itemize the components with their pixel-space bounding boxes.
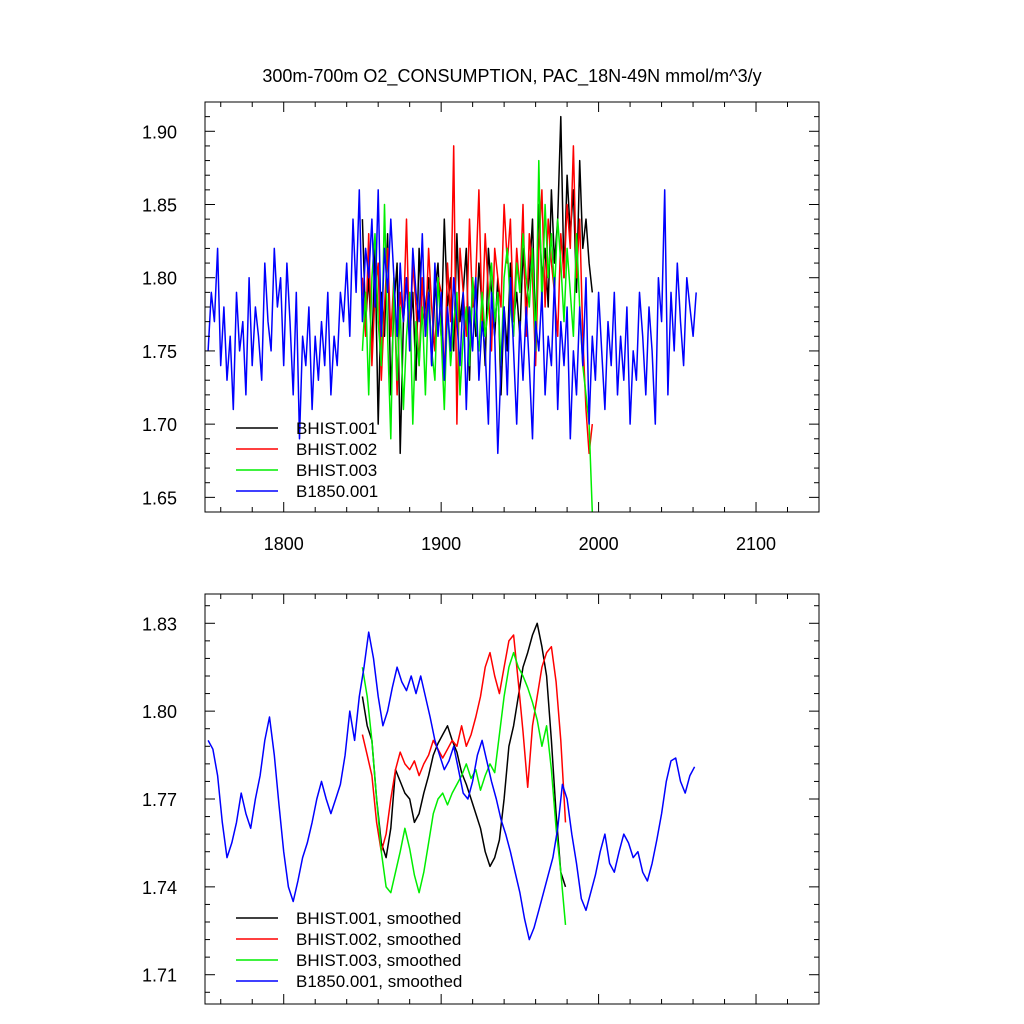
figure-title: 300m-700m O2_CONSUMPTION, PAC_18N-49N mm… [262, 66, 761, 87]
legend-label: BHIST.003, smoothed [296, 951, 461, 970]
legend-label: BHIST.001, smoothed [296, 909, 461, 928]
y-tick-label: 1.80 [142, 702, 177, 722]
y-tick-label: 1.74 [142, 878, 177, 898]
top-legend: BHIST.001 BHIST.002 BHIST.003 B1850.001 [236, 419, 378, 501]
series-line-bhist-001 [361, 115, 594, 455]
legend-label: B1850.001 [296, 482, 378, 501]
x-tick-label: 2100 [736, 534, 776, 554]
legend-label: B1850.001, smoothed [296, 972, 462, 991]
y-tick-label: 1.77 [142, 790, 177, 810]
y-tick-label: 1.85 [142, 196, 177, 216]
series-line-bhist-001-smoothed [361, 622, 567, 888]
top-ticks-layer: 1800 1900 2000 2100 1.65 1.70 1.75 1.80 1.85 1.90 [142, 101, 820, 554]
y-tick-label: 1.80 [142, 269, 177, 289]
x-tick-label: 2000 [579, 534, 619, 554]
legend-label: BHIST.002, smoothed [296, 930, 461, 949]
series-line-bhist-002-smoothed [361, 634, 567, 853]
y-tick-label: 1.71 [142, 966, 177, 986]
y-tick-label: 1.90 [142, 122, 177, 142]
y-tick-label: 1.83 [142, 614, 177, 634]
bottom-panel: 1.71 1.74 1.77 1.80 1.83 BHIST.001, smoothed… [142, 593, 820, 1005]
y-tick-label: 1.75 [142, 342, 177, 362]
y-tick-label: 1.70 [142, 415, 177, 435]
series-line-b1850-001-smoothed [207, 631, 696, 941]
legend-label: BHIST.003 [296, 461, 377, 480]
legend-label: BHIST.002 [296, 440, 377, 459]
series-line-bhist-003-smoothed [361, 651, 567, 925]
bottom-series-layer [207, 622, 696, 941]
top-panel: 1800 1900 2000 2100 1.65 1.70 1.75 1.80 1.85 1.90… [142, 101, 820, 554]
x-tick-label: 1800 [264, 534, 304, 554]
x-tick-label: 1900 [421, 534, 461, 554]
y-tick-label: 1.65 [142, 488, 177, 508]
bottom-ticks-layer: 1.71 1.74 1.77 1.80 1.83 [142, 594, 820, 1004]
bottom-legend: BHIST.001, smoothed BHIST.002, smoothed BH… [236, 909, 462, 991]
top-series-layer [207, 115, 697, 512]
series-line-b1850-001 [207, 189, 697, 455]
legend-label: BHIST.001 [296, 419, 377, 438]
